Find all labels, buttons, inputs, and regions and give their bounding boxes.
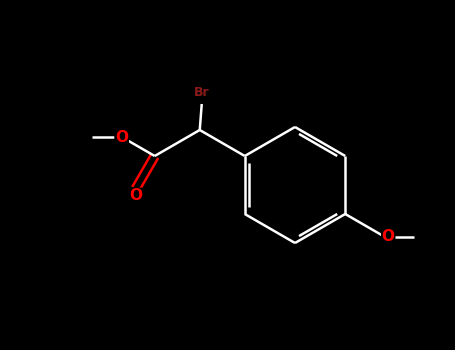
Text: O: O [382,229,394,244]
Text: O: O [129,188,142,203]
Text: Br: Br [194,85,210,98]
Text: O: O [115,130,128,145]
